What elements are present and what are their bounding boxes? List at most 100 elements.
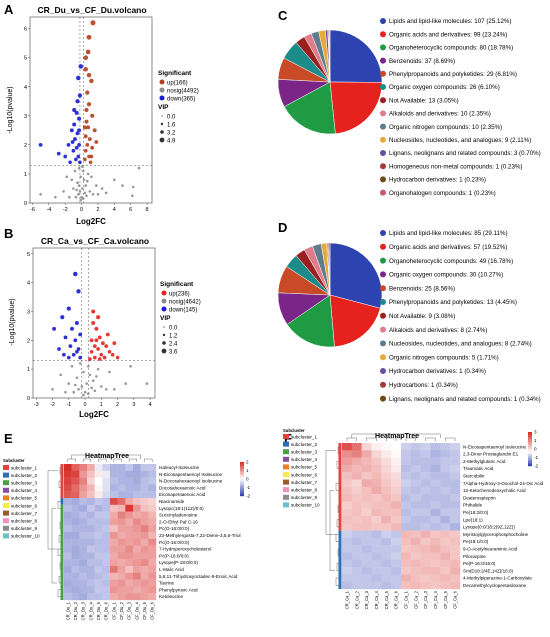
heatmap-e-cell-11-10 <box>140 538 149 546</box>
heatmap-e-cell-9-2 <box>79 525 88 533</box>
heatmap-f-cell-8-1 <box>351 501 362 509</box>
heatmap-e-cell-0-9 <box>133 464 141 471</box>
heatmap-e-row-label-18: Phenylpyruvic Acid <box>159 587 198 592</box>
volcano-a-point-nosig-15 <box>88 190 92 193</box>
heatmap-e-cell-2-7 <box>117 477 126 485</box>
heatmap-e-row-label-16: 5,8,11-Trihydroxyoctadec-9-Enoic Acid <box>159 574 238 579</box>
heatmap-f-cell-0-5 <box>391 443 402 451</box>
volcano-b-ytick-label-4: 4 <box>27 281 30 287</box>
heatmap-e-cell-19-2 <box>79 593 88 601</box>
heatmap-f-cell-9-2 <box>361 508 372 517</box>
heatmap-e-cell-16-10 <box>140 572 149 580</box>
volcano-a-point-nosig-11 <box>85 194 88 197</box>
volcano-a-point-nosig-35 <box>77 184 81 187</box>
heatmap-e-row-label-6: Lysopc(18:1(11Z)/0:0) <box>159 506 204 511</box>
heatmap-e-cell-2-1 <box>71 477 80 485</box>
heatmap-f-cell-7-1 <box>351 494 362 502</box>
heatmap-e-cell-18-1 <box>71 586 80 594</box>
heatmap-f-cell-17-1 <box>351 567 362 575</box>
heatmap-f-scale-step-13 <box>528 454 532 456</box>
volcano-b-point-down-3 <box>60 315 65 320</box>
heatmap-f-cell-12-1 <box>351 530 362 539</box>
panel-letter-e: E <box>4 431 13 446</box>
volcano-b-point-down-0 <box>73 271 78 277</box>
heatmap-f-cell-19-3 <box>371 581 382 590</box>
pie-c-legend-label-10: Lignans, neolignans and related compound… <box>389 150 541 157</box>
heatmap-e-cell-10-5 <box>102 532 111 539</box>
heatmap-e-cell-3-9 <box>133 484 141 492</box>
heatmap-e-cell-17-11 <box>148 579 157 587</box>
heatmap-f-cell-11-11 <box>450 523 461 531</box>
volcano-a-point-down-23 <box>77 128 82 133</box>
pie-d-legend-label-4: Benzenoids: 25 (8.56%) <box>389 285 455 292</box>
heatmap-f-cell-4-6 <box>401 472 412 480</box>
volcano-a-point-up-3 <box>90 20 96 26</box>
heatmap-e-cell-13-1 <box>71 552 80 560</box>
heatmap-e-scale-step-1 <box>240 463 244 466</box>
heatmap-e-scale-step-13 <box>240 484 244 486</box>
heatmap-e-col-dendro-0 <box>67 458 76 462</box>
heatmap-e-subcluster-label-3: subcluster_4 <box>11 488 37 493</box>
heatmap-e-cell-14-7 <box>117 559 126 567</box>
heatmap-e-subcluster-swatch-1 <box>3 472 9 478</box>
heatmap-f-cell-8-5 <box>391 501 402 509</box>
heatmap-e-scale-tick-0: 2 <box>246 460 249 465</box>
heatmap-e-cell-16-7 <box>117 572 126 580</box>
heatmap-f-cell-13-7 <box>410 537 421 546</box>
heatmap-e-cell-6-0 <box>64 504 72 512</box>
heatmap-e-cell-9-5 <box>102 525 111 533</box>
pie-c-legend-swatch-4 <box>380 70 386 77</box>
heatmap-e-cell-12-10 <box>140 545 149 553</box>
volcano-a-point-nosig-29 <box>95 184 98 187</box>
heatmap-f-cell-2-3 <box>371 457 382 466</box>
heatmap-e-cell-4-7 <box>117 491 126 499</box>
volcano-a-point-down-6 <box>75 131 80 136</box>
heatmap-f-cell-3-0 <box>342 464 353 473</box>
pie-d-legend-swatch-6 <box>380 312 386 319</box>
heatmap-e-cell-13-11 <box>148 552 157 560</box>
heatmap-e-cell-4-4 <box>94 491 103 499</box>
heatmap-f-cell-5-2 <box>361 479 372 487</box>
volcano-a-point-down-19 <box>56 151 61 156</box>
heatmap-f-cell-16-2 <box>361 559 372 568</box>
heatmap-e-dendro-trunk-2 <box>51 508 57 584</box>
heatmap-f-cell-1-6 <box>401 450 412 458</box>
heatmap-f-scale-step-8 <box>528 445 532 448</box>
heatmap-e-cell-17-2 <box>79 579 88 587</box>
heatmap-f-subcluster-label-2: subcluster_3 <box>291 450 317 455</box>
volcano-b-point-nosig-7 <box>80 385 84 388</box>
heatmap-f-subcluster-swatch-8 <box>283 494 289 500</box>
heatmap-e-cell-14-8 <box>125 559 134 567</box>
heatmap-f-col-label-1: CR_Ca_2 <box>354 590 359 609</box>
legend-b-vip-1-label: 1.2 <box>169 334 178 340</box>
heatmap-e-cell-0-11 <box>148 464 157 471</box>
pie-d-legend-swatch-12 <box>380 395 386 402</box>
heatmap-f-cell-13-0 <box>342 537 353 546</box>
volcano-b-point-down-9 <box>68 344 73 348</box>
heatmap-e-cell-12-8 <box>125 545 134 553</box>
volcano-a-xlabel: Log2FC <box>76 217 106 226</box>
heatmap-e-subcluster-label-6: subcluster_7 <box>11 511 37 516</box>
heatmap-e-cell-9-0 <box>64 525 72 533</box>
pie-c <box>277 29 383 135</box>
legend-a-vip-3 <box>159 137 165 143</box>
heatmap-e-cell-12-7 <box>117 545 126 553</box>
pie-d-legend: Lipids and lipid-like molecules: 85 (29.… <box>380 230 541 403</box>
heatmap-e-cell-11-4 <box>94 538 103 546</box>
volcano-b-point-nosig-5 <box>91 379 95 383</box>
heatmap-f-cell-17-3 <box>371 567 382 575</box>
heatmap-f-subcluster-label-3: subcluster_4 <box>291 457 317 462</box>
heatmap-f-cell-17-11 <box>450 567 461 575</box>
legend-b-down-dot <box>161 306 167 312</box>
pie-d-legend-swatch-0 <box>380 230 386 236</box>
heatmap-f-cell-19-5 <box>391 581 402 590</box>
pie-c-legend-swatch-10 <box>380 150 386 156</box>
heatmap-f-subcluster-legend: subcluster_1 subcluster_2 subcluster_3subc… <box>283 434 320 508</box>
heatmap-e-cell-12-2 <box>79 545 88 553</box>
heatmap-e-cell-2-4 <box>94 477 103 485</box>
volcano-b-ytick-label-3: 3 <box>27 309 30 315</box>
heatmap-e-cell-16-11 <box>148 572 157 580</box>
heatmap-e-cell-10-4 <box>94 532 103 539</box>
heatmap-e-cell-8-1 <box>71 518 80 526</box>
volcano-b-point-nosig-9 <box>77 388 80 391</box>
